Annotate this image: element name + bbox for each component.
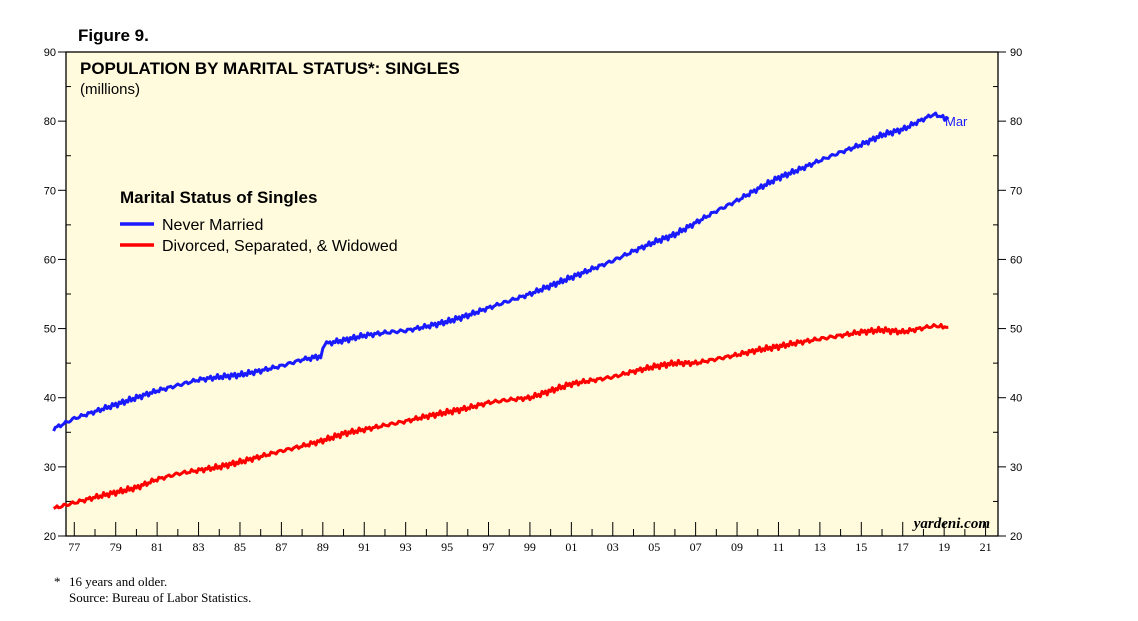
footnote-star: * xyxy=(54,574,61,589)
series-line-never-married xyxy=(52,111,950,432)
legend-label-divorced: Divorced, Separated, & Widowed xyxy=(162,238,398,255)
x-tick-label: 21 xyxy=(980,540,992,554)
legend-title: Marital Status of Singles xyxy=(120,188,317,207)
y-axis-left: 20 30 40 50 60 70 80 90 xyxy=(44,47,71,543)
y-tick-label-left: 70 xyxy=(44,185,56,197)
y-tick-label-left: 30 xyxy=(44,462,56,474)
y-tick-label-right: 30 xyxy=(1010,462,1022,474)
x-tick-label: 89 xyxy=(317,540,329,554)
x-tick-label: 81 xyxy=(151,540,163,554)
y-tick-label-right: 40 xyxy=(1010,393,1022,405)
x-tick-label: 93 xyxy=(400,540,412,554)
y-tick-label-right: 50 xyxy=(1010,324,1022,336)
x-tick-label: 09 xyxy=(731,540,743,554)
x-tick-label: 97 xyxy=(483,540,495,554)
x-tick-label: 15 xyxy=(855,540,867,554)
y-tick-label-left: 50 xyxy=(44,324,56,336)
x-tick-label: 77 xyxy=(68,540,80,554)
x-tick-label: 05 xyxy=(648,540,660,554)
y-tick-label-left: 80 xyxy=(44,116,56,128)
footnote-line2: Source: Bureau of Labor Statistics. xyxy=(69,590,251,605)
x-tick-label: 99 xyxy=(524,540,536,554)
legend-label-never-married: Never Married xyxy=(162,217,263,234)
y-tick-label-right: 90 xyxy=(1010,47,1022,59)
x-tick-label: 07 xyxy=(690,540,702,554)
x-axis: 77 79 81 83 85 87 89 91 93 95 97 99 01 03 05 07 09 11 13 15… xyxy=(68,522,992,554)
end-label: Mar xyxy=(945,114,968,129)
x-tick-label: 79 xyxy=(110,540,122,554)
y-tick-label-right: 60 xyxy=(1010,254,1022,266)
chart-subtitle: (millions) xyxy=(80,81,140,98)
x-tick-label: 17 xyxy=(897,540,909,554)
x-tick-label: 01 xyxy=(565,540,577,554)
source-watermark: yardeni.com xyxy=(912,516,990,532)
x-tick-label: 95 xyxy=(441,540,453,554)
footnote-line1: 16 years and older. xyxy=(69,574,167,589)
x-tick-label: 87 xyxy=(275,540,287,554)
legend: Marital Status of Singles Never Married … xyxy=(120,188,398,255)
y-tick-label-left: 40 xyxy=(44,393,56,405)
series-lines xyxy=(52,111,950,510)
figure-label: Figure 9. xyxy=(78,26,149,45)
y-axis-right: 20 30 40 50 60 70 80 90 xyxy=(993,47,1022,543)
y-tick-label-left: 60 xyxy=(44,254,56,266)
x-tick-label: 03 xyxy=(607,540,619,554)
x-tick-label: 85 xyxy=(234,540,246,554)
chart-title: POPULATION BY MARITAL STATUS*: SINGLES xyxy=(80,59,460,78)
y-tick-label-right: 20 xyxy=(1010,531,1022,543)
x-tick-label: 11 xyxy=(773,540,785,554)
x-tick-label: 91 xyxy=(358,540,370,554)
y-tick-label-right: 70 xyxy=(1010,185,1022,197)
x-tick-label: 83 xyxy=(193,540,205,554)
y-tick-label-left: 90 xyxy=(44,47,56,59)
x-tick-label: 13 xyxy=(814,540,826,554)
series-line-divorced xyxy=(52,323,949,510)
y-tick-label-right: 80 xyxy=(1010,116,1022,128)
x-tick-label: 19 xyxy=(938,540,950,554)
y-tick-label-left: 20 xyxy=(44,531,56,543)
